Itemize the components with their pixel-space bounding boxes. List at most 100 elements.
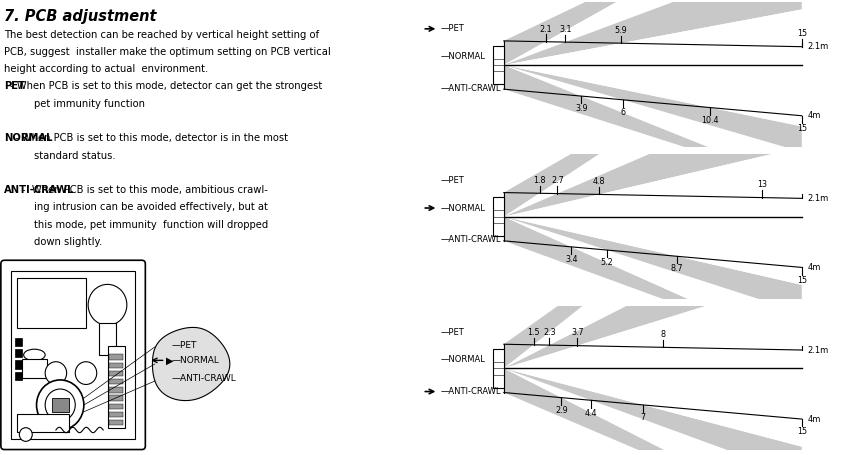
Text: standard status.: standard status. (34, 151, 116, 161)
Polygon shape (504, 0, 802, 65)
Text: NORMAL: NORMAL (4, 133, 52, 143)
FancyBboxPatch shape (1, 260, 145, 450)
Circle shape (76, 362, 96, 384)
Bar (108, 371, 124, 376)
Text: 2.1m: 2.1m (808, 42, 829, 51)
Circle shape (45, 362, 67, 384)
Text: —NORMAL: —NORMAL (440, 203, 485, 212)
Polygon shape (504, 65, 802, 126)
Polygon shape (504, 21, 802, 217)
Polygon shape (504, 65, 802, 184)
Text: —ANTI-CRAWL: —ANTI-CRAWL (440, 235, 501, 244)
Bar (108, 379, 124, 384)
Text: 3.1: 3.1 (559, 25, 572, 34)
Text: 3.7: 3.7 (571, 329, 584, 338)
Text: down slightly.: down slightly. (34, 237, 102, 247)
Text: 4m: 4m (808, 111, 821, 120)
Polygon shape (504, 21, 802, 217)
Text: —NORMAL: —NORMAL (440, 355, 485, 364)
Polygon shape (504, 217, 802, 369)
Text: this mode, pet immunity  function will dropped: this mode, pet immunity function will dr… (34, 220, 268, 230)
Polygon shape (504, 217, 802, 285)
Polygon shape (504, 369, 802, 455)
Polygon shape (504, 217, 802, 350)
Polygon shape (504, 217, 802, 350)
Text: 15: 15 (796, 124, 807, 133)
Text: 15: 15 (796, 427, 807, 436)
Polygon shape (504, 133, 802, 369)
Text: 10.4: 10.4 (702, 116, 719, 125)
Text: 13: 13 (757, 180, 767, 189)
Bar (15, 349, 22, 357)
Text: —ANTI-CRAWL: —ANTI-CRAWL (440, 387, 501, 396)
Ellipse shape (23, 349, 46, 360)
Text: 2.9: 2.9 (555, 406, 568, 415)
Bar (99, 323, 116, 355)
Bar (493, 349, 504, 388)
Text: 2.1m: 2.1m (808, 345, 829, 354)
Text: pet immunity function: pet immunity function (34, 99, 145, 109)
Polygon shape (504, 147, 802, 217)
Bar (108, 412, 124, 417)
Bar (22, 359, 47, 378)
Bar (52, 398, 69, 412)
Text: —ANTI-CRAWL: —ANTI-CRAWL (440, 84, 501, 93)
Bar (493, 46, 504, 84)
Polygon shape (504, 369, 802, 455)
Text: 2.1m: 2.1m (808, 194, 829, 203)
Bar (15, 360, 22, 369)
Text: —NORMAL: —NORMAL (440, 52, 485, 61)
Text: ▶: ▶ (165, 355, 173, 365)
Text: - When PCB is set to this mode, detector is in the most: - When PCB is set to this mode, detector… (15, 133, 288, 143)
Text: —NORMAL: —NORMAL (172, 356, 220, 365)
Polygon shape (504, 0, 802, 65)
Bar (108, 363, 124, 368)
Bar (17, 278, 86, 328)
Polygon shape (504, 217, 802, 313)
Text: - When PCB is set to this mode, detector can get the strongest: - When PCB is set to this mode, detector… (9, 81, 322, 91)
Polygon shape (504, 276, 802, 369)
Text: 7. PCB adjustment: 7. PCB adjustment (4, 9, 157, 24)
Text: —PET: —PET (440, 24, 464, 33)
Bar (108, 387, 124, 393)
Polygon shape (152, 328, 230, 400)
Polygon shape (504, 10, 802, 65)
Bar (10, 271, 135, 439)
Text: —ANTI-CRAWL: —ANTI-CRAWL (172, 374, 236, 383)
Text: 4m: 4m (808, 415, 821, 424)
Bar (15, 372, 22, 380)
Polygon shape (504, 88, 802, 217)
Text: 15: 15 (796, 30, 807, 39)
Bar (15, 338, 22, 346)
Bar (108, 354, 124, 360)
Text: ing intrusion can be avoided effectively, but at: ing intrusion can be avoided effectively… (34, 202, 268, 212)
Text: 2.3: 2.3 (544, 328, 556, 337)
Text: 5.2: 5.2 (601, 258, 613, 267)
Polygon shape (504, 65, 802, 184)
Text: 7: 7 (641, 413, 645, 422)
Circle shape (19, 428, 33, 441)
Circle shape (45, 389, 76, 421)
Polygon shape (504, 133, 802, 369)
Text: —PET: —PET (172, 341, 198, 350)
Text: —PET: —PET (440, 176, 464, 185)
Text: PET: PET (4, 81, 25, 91)
Text: 8: 8 (660, 330, 666, 339)
Text: 1.5: 1.5 (527, 328, 540, 337)
Text: 3.4: 3.4 (565, 255, 578, 264)
Text: 2.7: 2.7 (551, 177, 564, 185)
Text: PCB, suggest  installer make the optimum setting on PCB vertical: PCB, suggest installer make the optimum … (4, 47, 331, 57)
Bar (493, 197, 504, 236)
Text: 4.8: 4.8 (593, 177, 605, 186)
Bar (108, 395, 124, 401)
Circle shape (36, 380, 83, 430)
Circle shape (89, 284, 127, 325)
Text: 15: 15 (796, 276, 807, 285)
Text: 4m: 4m (808, 263, 821, 272)
Text: -  When PCB is set to this mode, ambitious crawl-: - When PCB is set to this mode, ambitiou… (22, 185, 268, 195)
Text: 4.4: 4.4 (585, 409, 598, 418)
Text: 6: 6 (620, 108, 625, 117)
Bar (108, 346, 125, 428)
Text: The best detection can be reached by vertical height setting of: The best detection can be reached by ver… (4, 30, 319, 40)
Text: height according to actual  environment.: height according to actual environment. (4, 64, 209, 74)
